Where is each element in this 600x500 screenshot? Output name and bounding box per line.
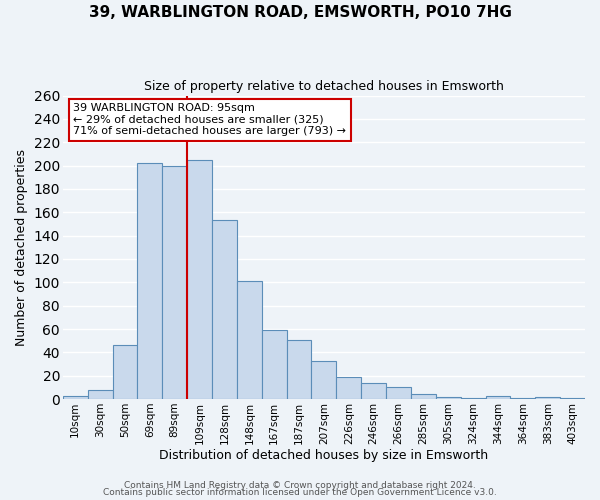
Bar — [113, 346, 137, 399]
Bar — [262, 330, 287, 399]
Bar — [411, 394, 436, 399]
Bar — [511, 398, 535, 399]
Y-axis label: Number of detached properties: Number of detached properties — [15, 149, 28, 346]
Title: Size of property relative to detached houses in Emsworth: Size of property relative to detached ho… — [144, 80, 504, 93]
Text: 39 WARBLINGTON ROAD: 95sqm
← 29% of detached houses are smaller (325)
71% of sem: 39 WARBLINGTON ROAD: 95sqm ← 29% of deta… — [73, 103, 346, 136]
Bar — [187, 160, 212, 399]
Text: 39, WARBLINGTON ROAD, EMSWORTH, PO10 7HG: 39, WARBLINGTON ROAD, EMSWORTH, PO10 7HG — [89, 5, 511, 20]
Bar — [212, 220, 237, 399]
Bar — [237, 281, 262, 399]
Bar — [560, 398, 585, 399]
X-axis label: Distribution of detached houses by size in Emsworth: Distribution of detached houses by size … — [160, 450, 488, 462]
Text: Contains public sector information licensed under the Open Government Licence v3: Contains public sector information licen… — [103, 488, 497, 497]
Bar — [436, 396, 461, 399]
Bar — [63, 396, 88, 399]
Bar — [485, 396, 511, 399]
Bar — [162, 166, 187, 399]
Text: Contains HM Land Registry data © Crown copyright and database right 2024.: Contains HM Land Registry data © Crown c… — [124, 480, 476, 490]
Bar — [535, 396, 560, 399]
Bar — [137, 164, 162, 399]
Bar — [461, 398, 485, 399]
Bar — [361, 382, 386, 399]
Bar — [311, 360, 337, 399]
Bar — [88, 390, 113, 399]
Bar — [386, 388, 411, 399]
Bar — [337, 377, 361, 399]
Bar — [287, 340, 311, 399]
